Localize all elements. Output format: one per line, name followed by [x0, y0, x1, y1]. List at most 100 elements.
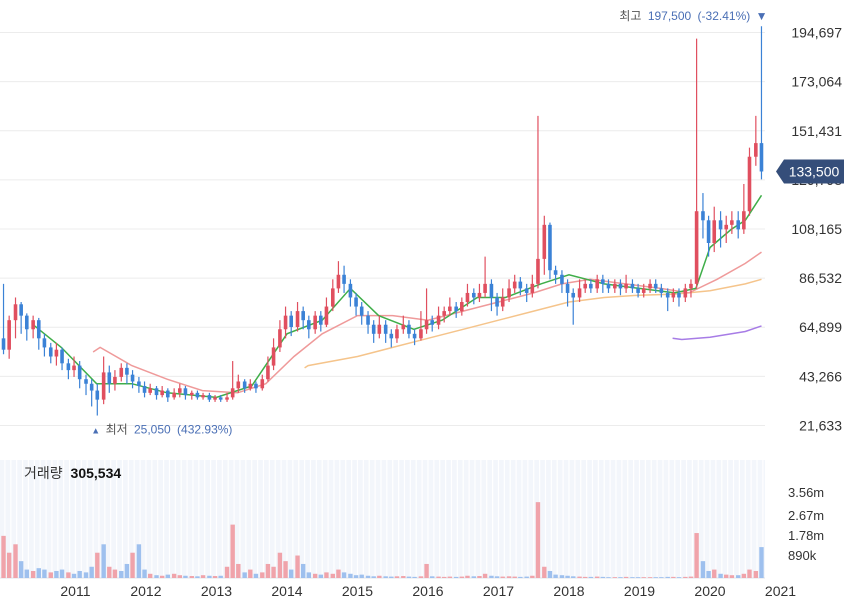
price-tick-label: 21,633: [799, 417, 842, 433]
time-tick-label: 2019: [624, 583, 655, 599]
volume-bar: [665, 576, 670, 578]
candle-body: [407, 324, 411, 334]
candle-body: [313, 315, 317, 330]
volume-bar: [336, 569, 341, 578]
candle-body: [89, 383, 94, 391]
price-tick-label: 43,266: [799, 368, 842, 384]
candle-body: [694, 211, 699, 284]
high-annotation: 최고 197,500 (-32.41%) ▼: [619, 9, 767, 23]
candle-body: [342, 274, 346, 284]
ma-long-line: [304, 278, 762, 369]
volume-bar: [394, 576, 400, 578]
candle-body: [483, 283, 487, 293]
candle-body: [665, 292, 670, 298]
volume-header-label: 거래량: [24, 465, 63, 481]
candle-body: [172, 392, 176, 398]
high-change: (-32.41%): [698, 9, 751, 23]
volume-bar: [36, 568, 41, 578]
candle-body: [242, 381, 247, 389]
volume-bar: [136, 544, 142, 578]
candle-body: [430, 320, 435, 325]
ma-xlong-line: [672, 325, 762, 341]
candle-body: [207, 395, 212, 400]
candle-body: [759, 143, 764, 172]
volume-tick-label: 3.56m: [788, 485, 824, 500]
volume-bar: [747, 569, 752, 578]
volume-bar: [312, 573, 318, 578]
volume-bars: [1, 502, 764, 578]
time-tick-label: 2015: [342, 583, 373, 599]
volume-bar: [694, 533, 699, 578]
candle-body: [72, 365, 76, 371]
time-tick-label: 2011: [60, 583, 90, 599]
time-tick-label: 2014: [271, 583, 302, 599]
time-tick-label: 2018: [553, 583, 584, 599]
candle-body: [495, 297, 499, 307]
volume-bar: [683, 576, 688, 578]
volume-bar: [183, 575, 188, 578]
volume-bar: [283, 561, 288, 578]
candle-body: [213, 397, 217, 400]
candle-body: [236, 381, 241, 389]
volume-bar: [18, 561, 24, 578]
candles: [1, 26, 764, 416]
candle-body: [125, 367, 129, 375]
volume-bar: [718, 573, 723, 578]
candle-body: [747, 156, 752, 212]
candle-body: [7, 320, 11, 350]
volume-bar: [324, 572, 329, 578]
volume-bar: [494, 576, 500, 578]
candle-body: [583, 283, 588, 289]
low-marker: ▲: [91, 426, 100, 436]
low-annotation: ▲ 최저 25,050 (432.93%): [91, 423, 232, 437]
volume-bar: [623, 576, 629, 578]
candle-body: [754, 143, 758, 157]
volume-bar: [112, 569, 118, 578]
candle-body: [324, 306, 329, 325]
candle-body: [271, 347, 276, 366]
volume-bar: [688, 576, 694, 578]
candle-body: [636, 288, 640, 293]
candle-body: [113, 376, 117, 384]
candle-body: [371, 324, 376, 334]
volume-bar: [377, 575, 382, 578]
volume-bar: [253, 573, 259, 578]
volume-bar: [171, 573, 177, 578]
low-change: (432.93%): [177, 423, 232, 437]
volume-bar: [24, 569, 29, 578]
candle-body: [189, 392, 194, 396]
volume-bar: [477, 576, 482, 578]
price-axis: 194,697173,064151,431129,798108,16586,53…: [791, 25, 842, 434]
volume-bar: [401, 576, 406, 578]
volume-bar: [542, 566, 547, 578]
volume-bar: [142, 569, 147, 578]
volume-bar: [119, 570, 124, 578]
candle-body: [13, 304, 18, 321]
candle-body: [689, 283, 693, 289]
volume-bar: [518, 576, 523, 578]
volume-bar: [348, 573, 353, 578]
volume-bar: [260, 572, 265, 578]
candle-body: [254, 383, 258, 389]
candle-body: [60, 349, 64, 364]
time-tick-label: 2012: [130, 583, 161, 599]
candle-body: [477, 292, 482, 298]
volume-tick-label: 2.67m: [788, 508, 824, 523]
volume-bar: [295, 555, 300, 578]
candle-body: [260, 379, 265, 389]
volume-bar: [318, 574, 324, 578]
candle-body: [641, 288, 646, 293]
moving-averages: [32, 194, 763, 399]
candle-body: [530, 283, 535, 293]
candle-body: [24, 315, 29, 330]
candle-body: [148, 388, 152, 393]
time-tick-label: 2016: [412, 583, 443, 599]
volume-bar: [101, 544, 106, 578]
volume-bar: [741, 573, 747, 578]
candle-body: [448, 306, 452, 312]
candle-body: [706, 220, 711, 243]
candle-body: [142, 386, 147, 393]
volume-bar: [6, 552, 12, 578]
